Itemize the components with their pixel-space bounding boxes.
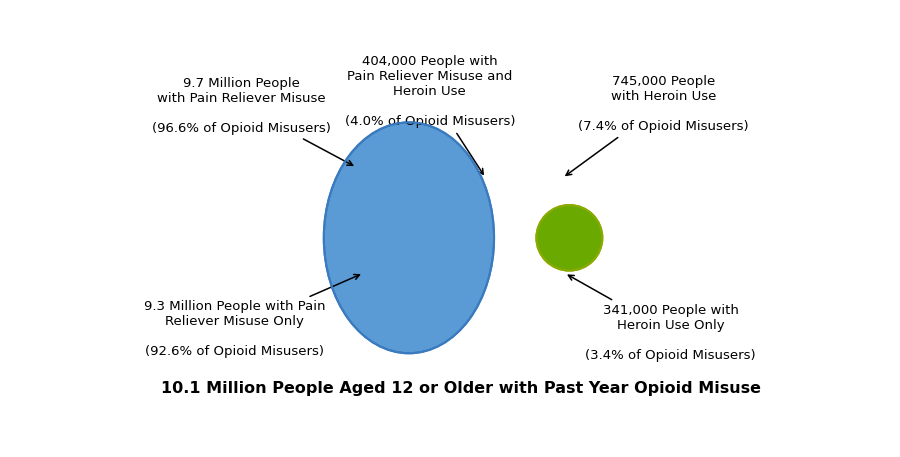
- Text: 745,000 People
with Heroin Use

(7.4% of Opioid Misusers): 745,000 People with Heroin Use (7.4% of …: [566, 75, 749, 175]
- Polygon shape: [536, 205, 570, 271]
- Text: 9.3 Million People with Pain
Reliever Misuse Only

(92.6% of Opioid Misusers): 9.3 Million People with Pain Reliever Mi…: [144, 275, 359, 358]
- Text: 9.7 Million People
with Pain Reliever Misuse

(96.6% of Opioid Misusers): 9.7 Million People with Pain Reliever Mi…: [152, 77, 353, 165]
- Text: 341,000 People with
Heroin Use Only

(3.4% of Opioid Misusers): 341,000 People with Heroin Use Only (3.4…: [569, 275, 756, 362]
- Text: 404,000 People with
Pain Reliever Misuse and
Heroin Use

(4.0% of Opioid Misuser: 404,000 People with Pain Reliever Misuse…: [345, 55, 515, 174]
- Text: 10.1 Million People Aged 12 or Older with Past Year Opioid Misuse: 10.1 Million People Aged 12 or Older wit…: [161, 381, 761, 396]
- Ellipse shape: [536, 205, 602, 271]
- Ellipse shape: [324, 122, 494, 353]
- Ellipse shape: [536, 205, 602, 271]
